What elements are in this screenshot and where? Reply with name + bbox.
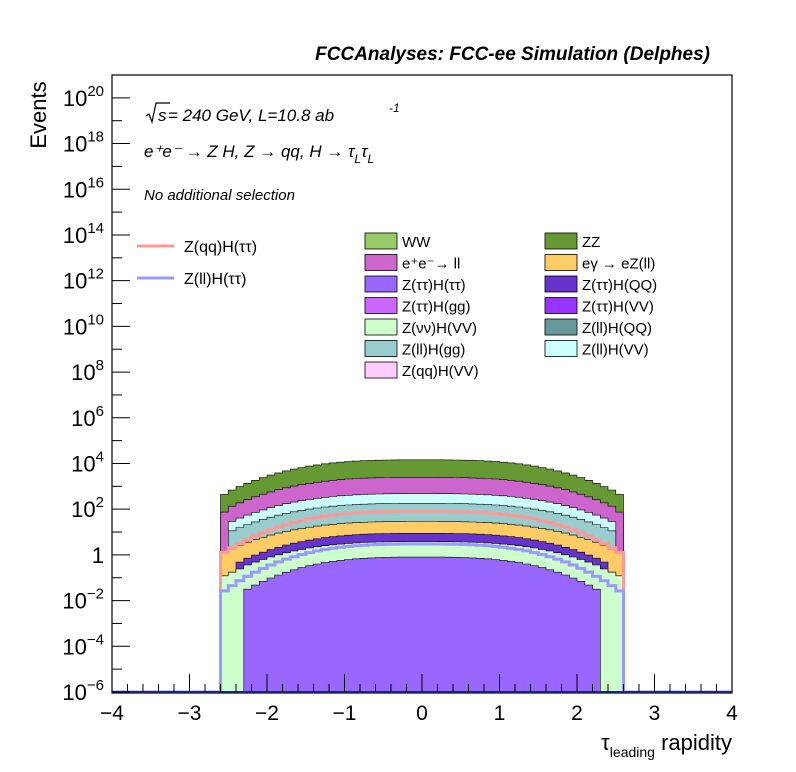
process-sub-2: L xyxy=(367,152,374,166)
lumi-exponent: -1 xyxy=(389,101,400,115)
process-sub-1: L xyxy=(354,152,361,166)
plot-area xyxy=(111,74,733,694)
y-tick-label: 10−4 xyxy=(62,631,104,659)
annotation-energy: s = 240 GeV, L=10.8 ab -1 xyxy=(145,101,400,125)
legend-label: Z(ττ)H(ττ) xyxy=(402,277,466,294)
legend-label: Z(ττ)H(QQ) xyxy=(582,277,657,294)
x-tick-label: −3 xyxy=(178,702,202,725)
legend-swatch xyxy=(364,254,398,271)
legend-label: Z(ll)H(gg) xyxy=(402,342,465,359)
y-tick-label: 1014 xyxy=(63,220,104,248)
x-axis-title-sub: leading xyxy=(610,744,655,760)
x-tick-label: 1 xyxy=(494,702,506,725)
y-tick-label: 104 xyxy=(71,448,104,476)
signal-line xyxy=(112,509,732,694)
signal-histograms xyxy=(112,509,732,694)
legend-swatch xyxy=(364,361,398,379)
stack-layer xyxy=(112,556,732,693)
legend-swatch xyxy=(364,232,398,250)
legend-label: Z(νν)H(VV) xyxy=(402,320,477,337)
y-tick-label: 108 xyxy=(71,357,104,385)
sqrt-s-label: s xyxy=(158,106,167,125)
legend-backgrounds: WW ZZ e⁺e⁻→ ll eγ → eZ(ll) Z(ττ)H(ττ) Z(ττ)H(… xyxy=(364,232,657,380)
legend-signal: Z(qq)H(ττ) Z(ll)H(ττ) xyxy=(137,239,257,288)
legend-label: e⁺e⁻→ ll xyxy=(402,256,460,273)
y-axis: 10−6 10−4 10−2 1 102 104 106 108 1010 1012 1014 101… xyxy=(62,74,130,705)
x-axis-title-rest: rapidity xyxy=(655,730,732,755)
legend-label: Z(qq)H(VV) xyxy=(402,363,479,380)
x-axis: −4 −3 −2 −1 0 1 2 3 4 xyxy=(100,674,738,725)
y-tick-label: 10−6 xyxy=(62,677,104,705)
legend-swatch xyxy=(544,254,578,271)
legend-swatch xyxy=(544,232,578,250)
legend-swatch xyxy=(544,297,578,314)
process-main: e⁺e⁻ → Z H, Z → qq, H → τ xyxy=(144,142,356,161)
chart-title: FCCAnalyses: FCC-ee Simulation (Delphes) xyxy=(315,44,710,65)
x-tick-label: 4 xyxy=(726,702,738,725)
legend-label: Z(ττ)H(gg) xyxy=(402,299,471,316)
legend-swatch xyxy=(364,340,398,357)
x-tick-label: 0 xyxy=(416,702,428,725)
legend-label: Z(ll)H(QQ) xyxy=(582,320,652,337)
x-tick-label: −1 xyxy=(333,702,357,725)
energy-lumi-text: = 240 GeV, L=10.8 ab xyxy=(168,106,334,125)
y-tick-label: 1016 xyxy=(63,174,104,202)
y-tick-label: 1018 xyxy=(63,129,104,157)
x-tick-label: 2 xyxy=(571,702,583,725)
legend-signal-label: Z(ll)H(ττ) xyxy=(184,271,246,288)
y-tick-label: 10−2 xyxy=(62,586,104,614)
x-tick-label: 3 xyxy=(649,702,661,725)
legend-swatch xyxy=(364,275,398,293)
y-tick-label: 102 xyxy=(71,494,104,522)
process-text: e⁺e⁻ → Z H, Z → qq, H → τLτL xyxy=(144,142,374,166)
process-tau-2: τ xyxy=(361,142,369,161)
x-tick-label: −2 xyxy=(255,702,279,725)
y-tick-label: 1 xyxy=(92,543,104,568)
legend-swatch xyxy=(544,318,578,336)
x-axis-title: τleading rapidity xyxy=(601,730,732,760)
y-tick-label: 106 xyxy=(71,403,104,431)
selection-text: No additional selection xyxy=(144,187,295,204)
y-tick-label: 1012 xyxy=(63,266,104,294)
signal-line xyxy=(112,542,732,694)
x-tick-label: −4 xyxy=(100,702,124,725)
sqrt-symbol xyxy=(145,102,170,125)
y-tick-label: 1010 xyxy=(63,311,104,339)
y-axis-title: Events xyxy=(26,81,51,148)
legend-label: eγ → eZ(ll) xyxy=(582,256,655,273)
legend-swatch xyxy=(364,318,398,336)
legend-label: WW xyxy=(402,234,431,251)
x-axis-title-main: τ xyxy=(601,730,610,755)
y-tick-label: 1020 xyxy=(63,83,104,111)
legend-swatch xyxy=(544,340,578,357)
legend-label: Z(ττ)H(VV) xyxy=(582,299,654,316)
legend-label: Z(ll)H(VV) xyxy=(582,342,649,359)
legend-signal-label: Z(qq)H(ττ) xyxy=(184,239,257,256)
legend-label: ZZ xyxy=(582,234,600,251)
legend-swatch xyxy=(544,275,578,293)
legend-swatch xyxy=(364,297,398,314)
